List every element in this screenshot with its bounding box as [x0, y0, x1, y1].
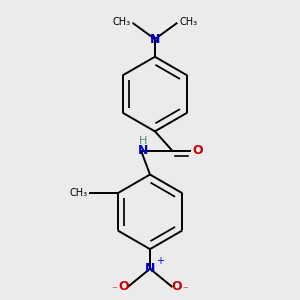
Text: ⁻: ⁻ — [112, 285, 118, 296]
Text: H: H — [139, 136, 147, 146]
Text: O: O — [171, 280, 182, 293]
Text: CH₃: CH₃ — [69, 188, 87, 198]
Text: O: O — [193, 145, 203, 158]
Text: CH₃: CH₃ — [112, 17, 130, 27]
Text: N: N — [145, 262, 155, 275]
Text: N: N — [150, 33, 160, 46]
Text: +: + — [156, 256, 164, 266]
Text: CH₃: CH₃ — [179, 17, 198, 27]
Text: O: O — [118, 280, 129, 293]
Text: N: N — [138, 145, 148, 158]
Text: ⁻: ⁻ — [182, 285, 188, 296]
